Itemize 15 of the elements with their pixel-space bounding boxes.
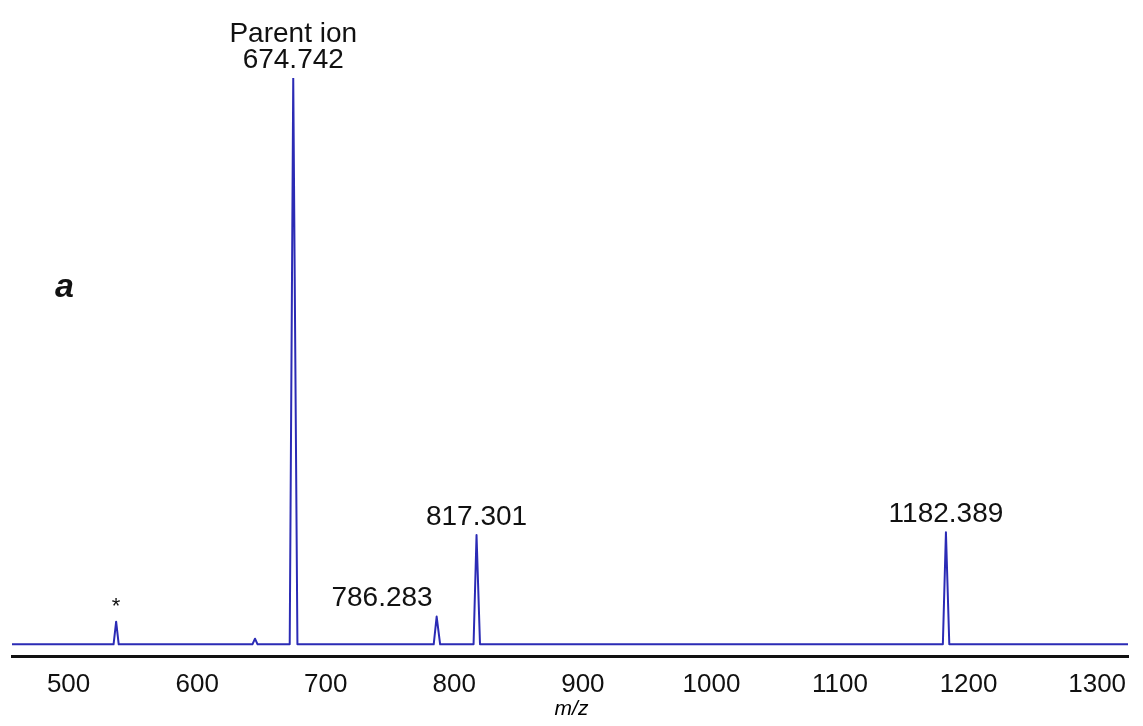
x-tick-label: 1100 bbox=[812, 667, 868, 698]
annotation: * bbox=[111, 592, 121, 618]
x-tick-label: 1200 bbox=[939, 667, 998, 698]
annotation: a bbox=[55, 266, 74, 305]
annotation: 817.301 bbox=[425, 499, 528, 531]
x-tick-label: 700 bbox=[304, 667, 348, 698]
annotation: 786.283 bbox=[331, 581, 433, 613]
x-tick-label: 1300 bbox=[1068, 667, 1127, 698]
x-tick-label: 600 bbox=[175, 667, 219, 698]
x-tick-label: 900 bbox=[561, 667, 605, 698]
x-axis-title: m/z bbox=[553, 696, 590, 720]
x-tick-label: 800 bbox=[432, 667, 476, 698]
annotation: 1182.389 bbox=[888, 496, 1004, 528]
x-tick-label: 1000 bbox=[682, 667, 741, 698]
x-tick-label: 500 bbox=[46, 667, 91, 698]
